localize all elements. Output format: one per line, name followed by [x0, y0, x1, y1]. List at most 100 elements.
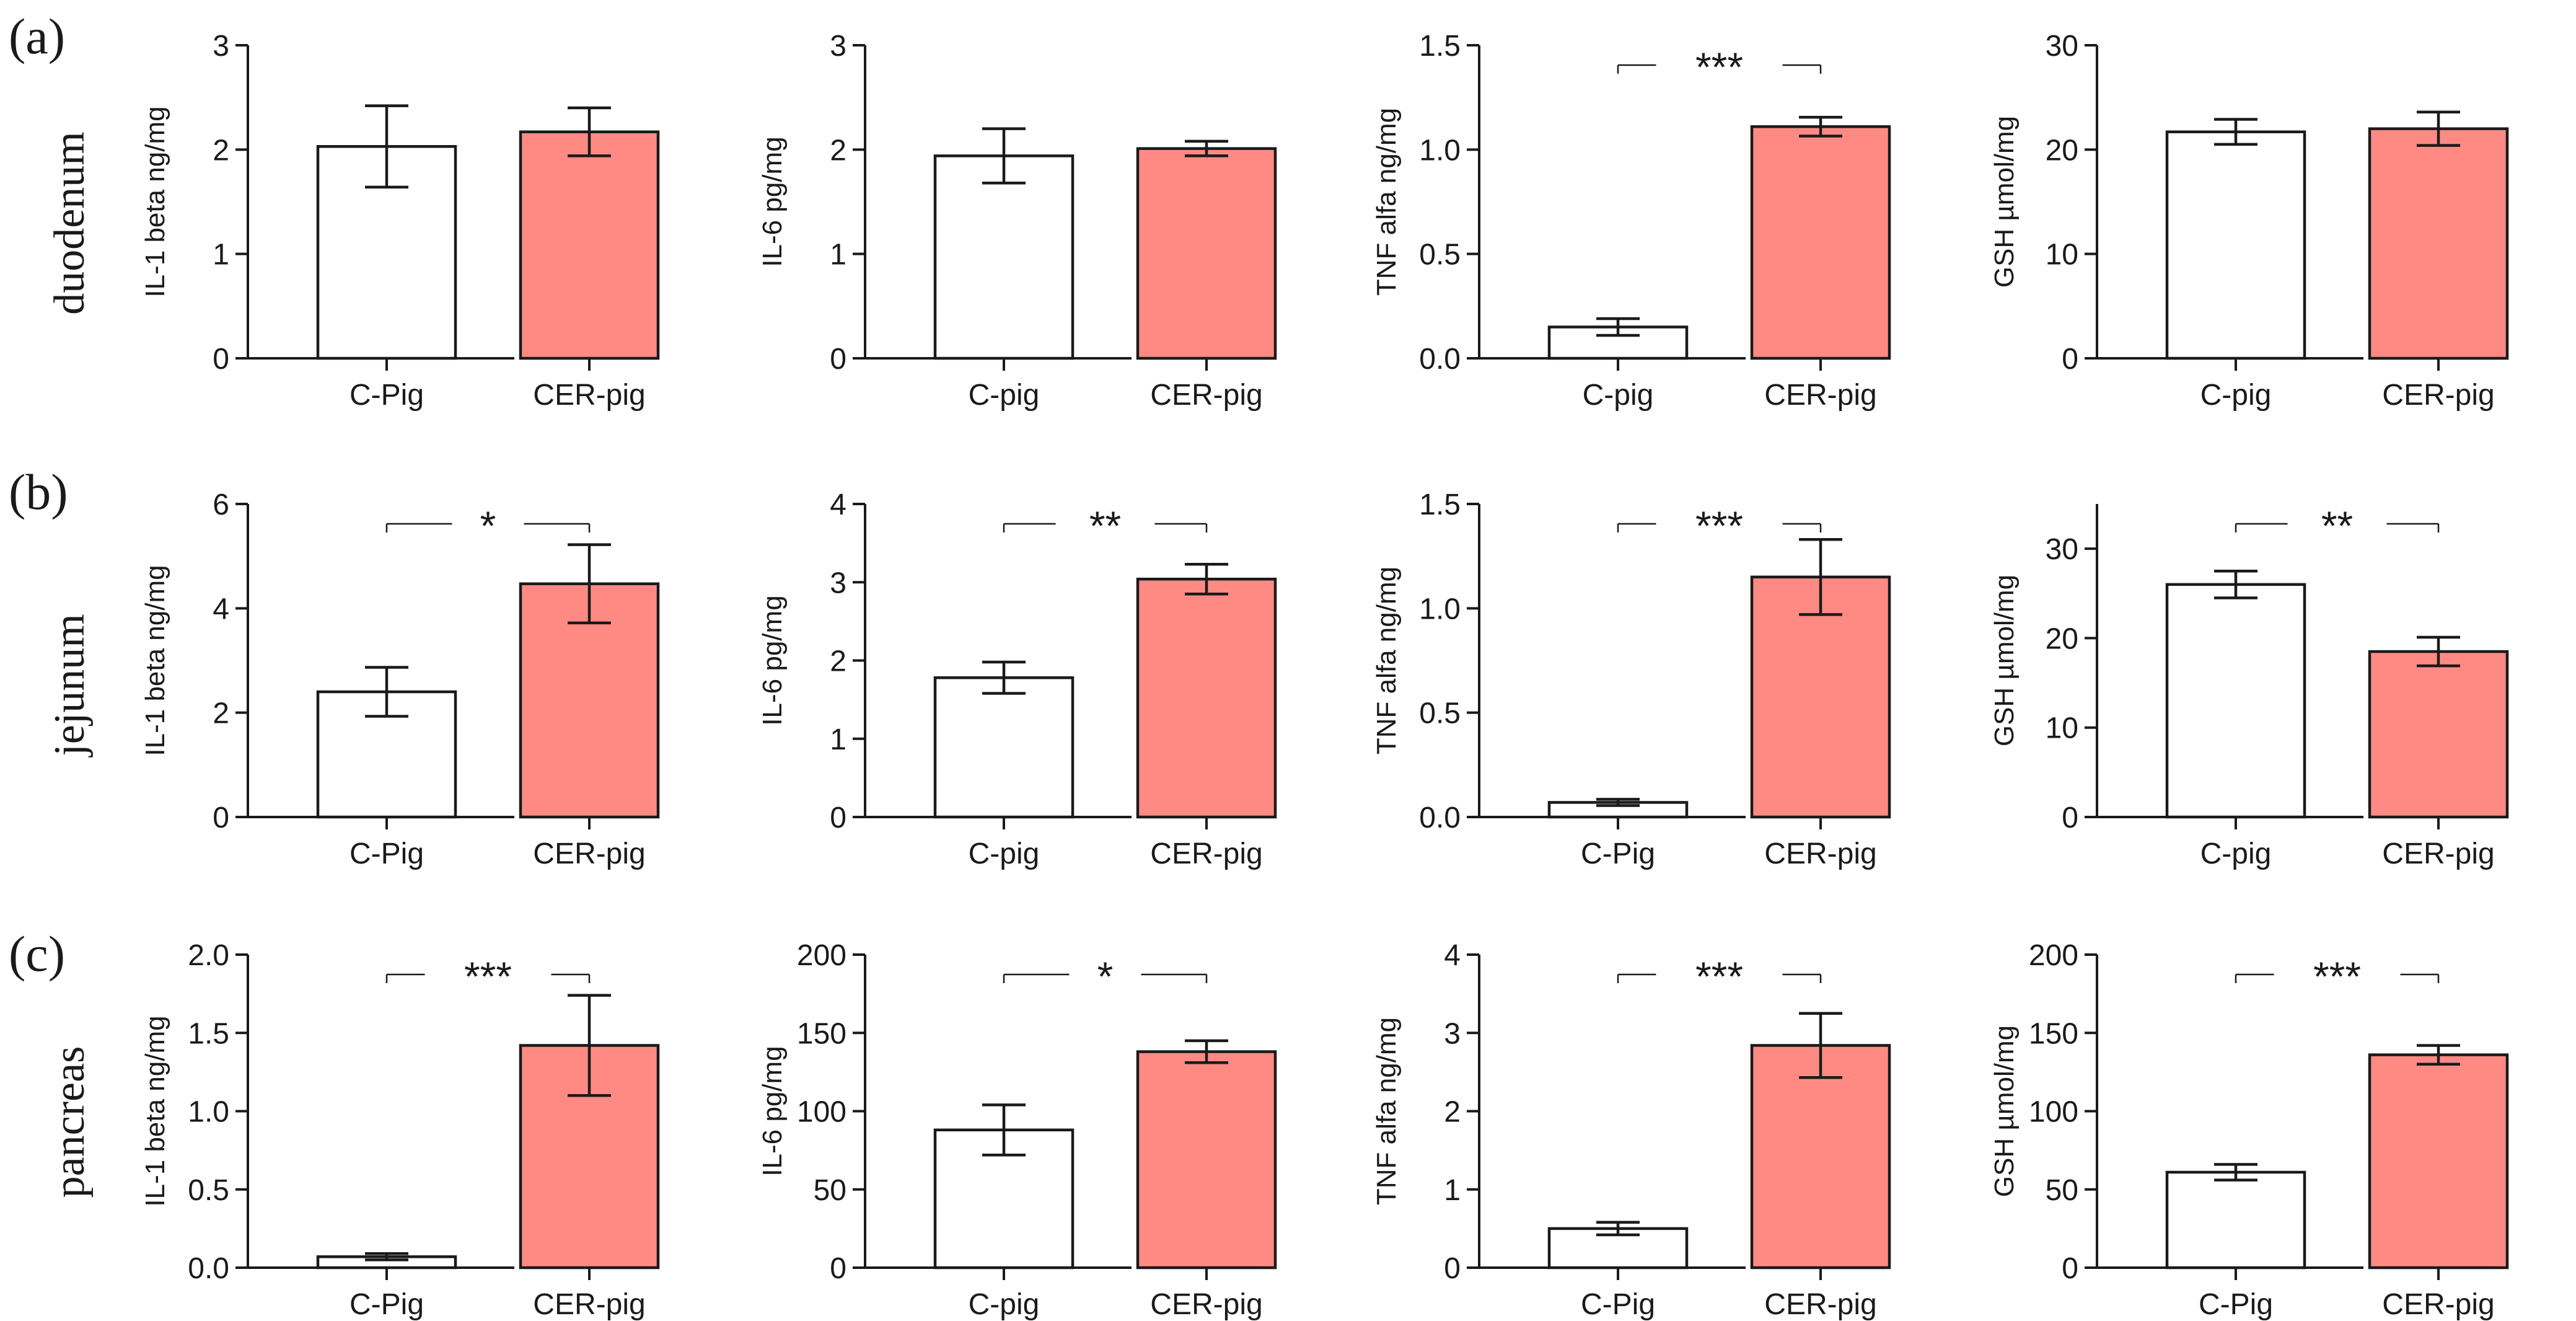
significance-stars: * — [1097, 953, 1114, 999]
x-tick-label: C-pig — [969, 1288, 1040, 1321]
y-tick-label: 1.0 — [188, 1096, 229, 1129]
x-tick-label: C-pig — [2200, 837, 2272, 870]
chart-panel-2-1: 0 50 100 150 200 C-pig CER-pig IL-6 pg/mg * — [757, 939, 1277, 1321]
x-tick-label: CER-pig — [2382, 1288, 2494, 1321]
y-tick-label: 10 — [2046, 239, 2078, 272]
x-tick-label: CER-pig — [1150, 379, 1262, 412]
y-axis-title: TNF alfa ng/mg — [1371, 108, 1402, 296]
y-tick-label: 4 — [213, 593, 229, 625]
x-tick-label: CER-pig — [2382, 379, 2494, 412]
y-tick-label: 0.0 — [1419, 343, 1461, 376]
chart-panel-0-2: 0.0 0.5 1.0 1.5 C-pig CER-pig TNF alfa ng/mg **… — [1371, 30, 1891, 412]
bar-treated — [1136, 1050, 1277, 1270]
bar-treated — [2368, 127, 2509, 360]
y-tick-label: 100 — [2029, 1096, 2078, 1129]
chart-panel-1-1: 0 1 2 3 4 C-pig CER-pig IL-6 pg/mg ** — [757, 488, 1277, 870]
chart-panel-2-0: 0.0 0.5 1.0 1.5 2.0 C-Pig CER-pig IL-1 beta ng/… — [140, 939, 660, 1321]
chart-panel-0-0: 0 1 2 3 C-Pig CER-pig IL-1 beta ng/mg — [140, 30, 660, 412]
x-tick-label: CER-pig — [1764, 837, 1876, 870]
chart-panel-1-0: 0 2 4 6 C-Pig CER-pig IL-1 beta ng/mg * — [140, 488, 660, 870]
y-tick-label: 150 — [2029, 1017, 2078, 1050]
y-tick-label: 0.0 — [1419, 802, 1461, 834]
significance-stars: ** — [1089, 503, 1121, 549]
y-tick-label: 200 — [2029, 939, 2078, 972]
row-label: (c) — [9, 926, 65, 982]
bar-treated — [1750, 575, 1891, 819]
bar-control — [933, 1128, 1075, 1270]
significance-stars: ** — [2321, 503, 2353, 549]
x-tick-label: C-Pig — [2199, 1288, 2273, 1321]
significance-stars: *** — [1695, 503, 1743, 549]
y-axis-title: TNF alfa ng/mg — [1371, 567, 1402, 754]
x-tick-label: C-pig — [969, 379, 1040, 412]
bar-treated — [1750, 1044, 1891, 1270]
y-tick-label: 0 — [2062, 343, 2078, 376]
chart-panel-1-3: 0 10 20 30 C-pig CER-pig GSH µmol/mg ** — [1989, 503, 2509, 870]
bar-treated — [1136, 147, 1277, 360]
y-tick-label: 100 — [797, 1096, 846, 1129]
y-axis-title: GSH µmol/mg — [1989, 116, 2020, 288]
tissue-label: duodenum — [46, 131, 94, 315]
y-tick-label: 1 — [1444, 1174, 1461, 1207]
chart-panel-0-3: 0 10 20 30 C-pig CER-pig GSH µmol/mg — [1989, 30, 2509, 412]
y-tick-label: 1 — [830, 239, 846, 272]
y-tick-label: 0 — [830, 343, 846, 376]
y-tick-label: 2 — [213, 134, 229, 167]
y-axis-title: IL-6 pg/mg — [757, 1046, 788, 1176]
x-tick-label: CER-pig — [533, 379, 645, 412]
y-axis-title: IL-1 beta ng/mg — [140, 565, 170, 756]
y-tick-label: 1 — [830, 723, 846, 756]
y-tick-label: 2.0 — [188, 939, 229, 972]
y-tick-label: 0.0 — [188, 1252, 229, 1285]
y-tick-label: 3 — [830, 30, 846, 63]
chart-panel-0-1: 0 1 2 3 C-pig CER-pig IL-6 pg/mg — [757, 30, 1277, 412]
y-axis-title: IL-1 beta ng/mg — [140, 106, 170, 297]
y-tick-label: 0 — [830, 802, 846, 834]
y-tick-label: 50 — [814, 1174, 846, 1207]
y-tick-label: 0 — [830, 1252, 846, 1285]
row-label: (b) — [9, 464, 68, 520]
significance-stars: *** — [464, 953, 512, 999]
y-tick-label: 3 — [830, 567, 846, 599]
y-tick-label: 0 — [2062, 802, 2078, 834]
y-axis-title: IL-6 pg/mg — [757, 595, 788, 725]
y-tick-label: 30 — [2046, 533, 2078, 566]
y-tick-label: 3 — [213, 30, 229, 63]
bar-treated — [1136, 577, 1277, 819]
y-axis-title: GSH µmol/mg — [1989, 575, 2020, 746]
significance-stars: *** — [1695, 44, 1743, 90]
x-tick-label: C-Pig — [349, 1288, 424, 1321]
y-axis-title: TNF alfa ng/mg — [1371, 1017, 1402, 1205]
bar-treated — [1750, 125, 1891, 360]
y-tick-label: 200 — [797, 939, 846, 972]
y-tick-label: 1.5 — [1419, 30, 1461, 63]
x-tick-label: CER-pig — [1764, 1288, 1876, 1321]
y-tick-label: 20 — [2046, 134, 2078, 167]
y-tick-label: 2 — [1444, 1096, 1461, 1129]
chart-panel-1-2: 0.0 0.5 1.0 1.5 C-Pig CER-pig TNF alfa ng/mg **… — [1371, 488, 1891, 870]
y-tick-label: 0.5 — [188, 1174, 229, 1207]
y-tick-label: 10 — [2046, 712, 2078, 745]
y-tick-label: 1.0 — [1419, 593, 1461, 625]
bar-control — [933, 676, 1075, 819]
y-tick-label: 1.0 — [1419, 134, 1461, 167]
y-tick-label: 150 — [797, 1017, 846, 1050]
tissue-label: pancreas — [46, 1046, 94, 1198]
y-tick-label: 0.5 — [1419, 697, 1461, 730]
y-tick-label: 4 — [830, 488, 846, 521]
x-tick-label: C-pig — [1583, 379, 1654, 412]
y-tick-label: 2 — [830, 645, 846, 678]
x-tick-label: CER-pig — [1150, 837, 1262, 870]
y-tick-label: 4 — [1444, 939, 1461, 972]
y-tick-label: 0 — [2062, 1252, 2078, 1285]
y-axis-title: GSH µmol/mg — [1989, 1025, 2020, 1197]
x-tick-label: C-pig — [2200, 379, 2272, 412]
x-tick-label: C-pig — [969, 837, 1040, 870]
significance-stars: *** — [2313, 953, 2361, 999]
x-tick-label: CER-pig — [533, 1288, 645, 1321]
bar-control — [2165, 1170, 2306, 1270]
x-tick-label: CER-pig — [2382, 837, 2494, 870]
significance-stars: *** — [1695, 953, 1743, 999]
x-tick-label: C-Pig — [349, 837, 424, 870]
x-tick-label: CER-pig — [1150, 1288, 1262, 1321]
